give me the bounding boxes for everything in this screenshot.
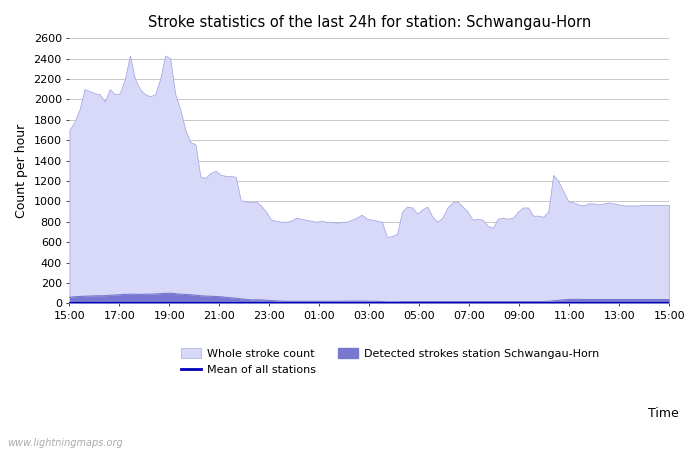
Title: Stroke statistics of the last 24h for station: Schwangau-Horn: Stroke statistics of the last 24h for st… (148, 15, 591, 30)
Legend: Whole stroke count, Mean of all stations, Detected strokes station Schwangau-Hor: Whole stroke count, Mean of all stations… (177, 343, 603, 379)
Text: www.lightningmaps.org: www.lightningmaps.org (7, 438, 122, 448)
Text: Time: Time (648, 407, 679, 420)
Y-axis label: Count per hour: Count per hour (15, 124, 28, 218)
